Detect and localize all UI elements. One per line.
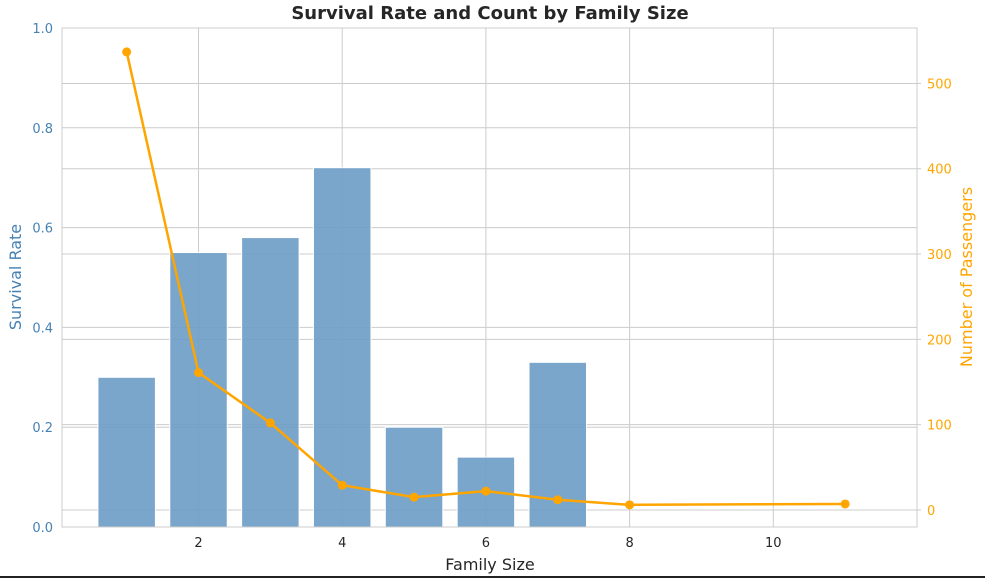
y-tick-label-right: 100	[927, 419, 952, 434]
bar	[312, 167, 372, 528]
y-axis-label-right: Number of Passengers	[957, 187, 976, 367]
x-ticks: 2 4 6 8 10	[194, 536, 781, 551]
data-point	[409, 492, 419, 502]
y-tick-label-left: 0.0	[32, 521, 53, 536]
bottom-border	[0, 576, 985, 578]
plot-frame	[61, 27, 918, 528]
y-tick-label-right: 200	[927, 333, 952, 348]
data-point	[194, 368, 204, 378]
chart-title: Survival Rate and Count by Family Size	[291, 3, 688, 24]
x-tick-label: 8	[625, 536, 633, 551]
y-tick-label-left: 0.6	[32, 222, 53, 237]
bars	[97, 167, 587, 528]
data-point	[122, 47, 132, 57]
x-tick-label: 10	[765, 536, 782, 551]
y-tick-label-left: 0.4	[32, 321, 53, 336]
y-tick-label-right: 500	[927, 77, 952, 92]
x-tick-label: 4	[338, 536, 346, 551]
data-point	[265, 418, 275, 428]
y-ticks-right: 0 100 200 300 400 500	[917, 77, 952, 519]
y-ticks-left: 0.0 0.2 0.4 0.6 0.8 1.0	[32, 22, 53, 536]
y-tick-label-right: 300	[927, 248, 952, 263]
data-point	[553, 495, 563, 505]
y-axis-label-left: Survival Rate	[6, 224, 25, 330]
bar	[169, 252, 228, 528]
x-axis-label: Family Size	[445, 555, 534, 574]
bar	[97, 376, 156, 528]
y-tick-label-left: 1.0	[32, 22, 53, 37]
x-tick-label: 6	[482, 536, 490, 551]
y-tick-label-left: 0.2	[32, 421, 53, 436]
y-tick-label-right: 400	[927, 163, 952, 178]
bar	[241, 237, 300, 528]
data-point	[840, 499, 850, 509]
y-tick-label-right: 0	[927, 504, 935, 519]
y-tick-label-left: 0.8	[32, 122, 53, 137]
line-series	[122, 47, 850, 510]
bar	[384, 426, 444, 528]
data-point	[337, 480, 347, 490]
x-tick-label: 2	[194, 536, 202, 551]
data-point	[625, 500, 635, 510]
data-point	[481, 486, 491, 496]
